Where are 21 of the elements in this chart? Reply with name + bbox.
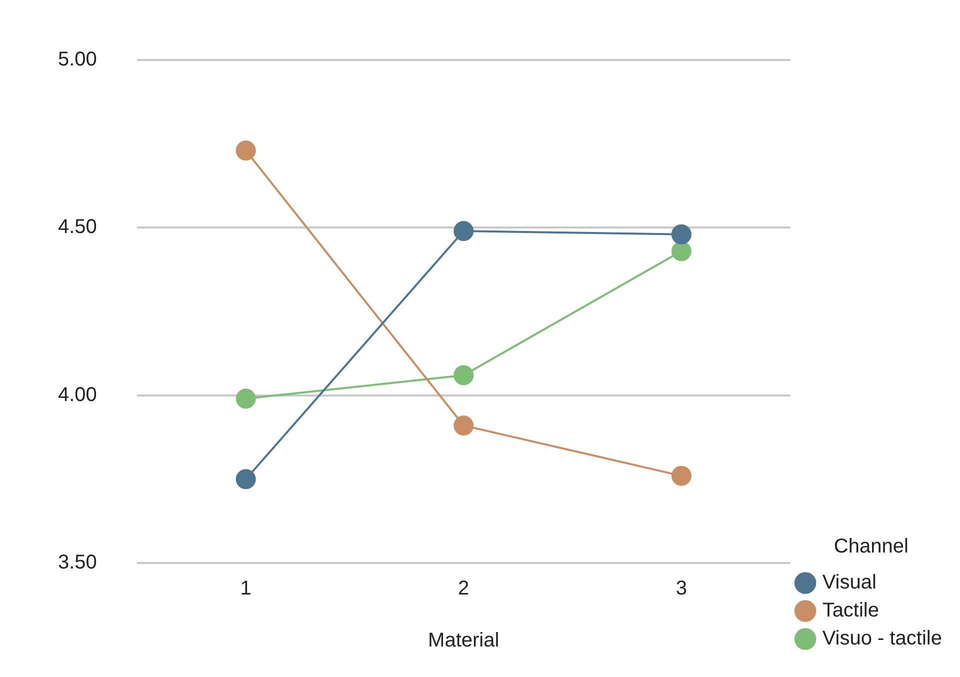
legend-title: Channel xyxy=(834,536,908,558)
point xyxy=(236,140,256,161)
point xyxy=(671,241,692,262)
y-tick-label: 3.50 xyxy=(58,552,97,574)
point xyxy=(671,466,692,486)
legend-label: Visuo - tactile xyxy=(822,628,942,650)
point xyxy=(236,388,256,409)
y-tick-label: 4.00 xyxy=(58,384,97,406)
x-tick-label: 3 xyxy=(676,578,687,600)
legend-label: Visual xyxy=(822,572,876,594)
x-axis-title: Material xyxy=(428,630,500,652)
point xyxy=(454,221,474,242)
y-tick-label: 5.00 xyxy=(58,48,97,71)
point xyxy=(236,469,256,490)
point xyxy=(454,365,474,386)
point xyxy=(671,224,692,244)
legend-label: Tactile xyxy=(822,600,880,622)
x-tick-label: 1 xyxy=(240,578,252,600)
point xyxy=(454,416,474,436)
x-tick-label: 2 xyxy=(458,578,470,600)
y-tick-label: 4.50 xyxy=(58,216,97,238)
